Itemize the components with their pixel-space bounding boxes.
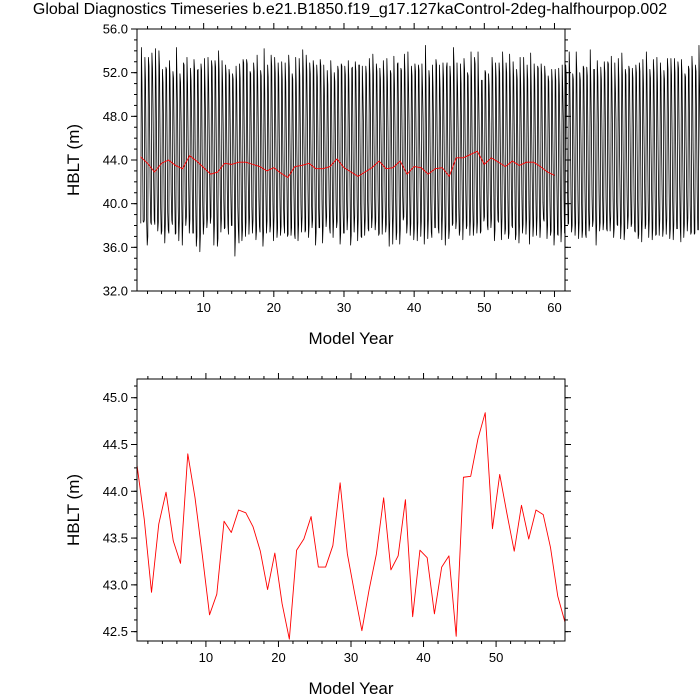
x-tick-label: 30 [344,650,358,665]
y-axis-label: HBLT (m) [64,124,83,196]
x-tick-label: 50 [477,300,491,315]
series-annual-line [136,412,566,640]
x-tick-label: 40 [407,300,421,315]
y-tick-label: 44.0 [103,484,128,499]
y-tick-label: 45.0 [103,390,128,405]
chart-bottom-hblt-annual: 42.5 43.0 43.5 44.0 44.5 45.0 10 20 30 40 50 Model … [64,373,571,698]
x-tick-label: 20 [267,300,281,315]
x-tick-label: 10 [199,650,213,665]
plot-frame [136,378,566,642]
x-axis-label: Model Year [308,329,393,348]
y-tick-label: 48.0 [103,109,128,124]
x-tick-label: 60 [547,300,561,315]
y-tick-label: 44.0 [103,153,128,168]
x-tick-label: 40 [416,650,430,665]
y-tick-label: 32.0 [103,284,128,299]
x-axis-label: Model Year [308,679,393,698]
y-tick-label: 56.0 [103,22,128,37]
y-tick-label: 44.5 [103,437,128,452]
page-title: Global Diagnostics Timeseries b.e21.B185… [32,1,668,18]
y-tick-label: 52.0 [103,65,128,80]
chart-top-hblt-timeseries: 32.0 36.0 40.0 44.0 48.0 52.0 56.0 10 20 30 40 50 60… [64,22,700,348]
y-axis-label: HBLT (m) [64,474,83,546]
x-tick-label: 30 [337,300,351,315]
x-tick-label: 20 [271,650,285,665]
x-tick-label: 50 [489,650,503,665]
y-tick-label: 43.5 [103,531,128,546]
series-monthly-line [140,44,700,257]
y-tick-label: 42.5 [103,624,128,639]
y-tick-label: 43.0 [103,577,128,592]
x-tick-label: 10 [196,300,210,315]
y-tick-label: 36.0 [103,240,128,255]
y-tick-label: 40.0 [103,196,128,211]
series-annual-line [140,150,555,178]
